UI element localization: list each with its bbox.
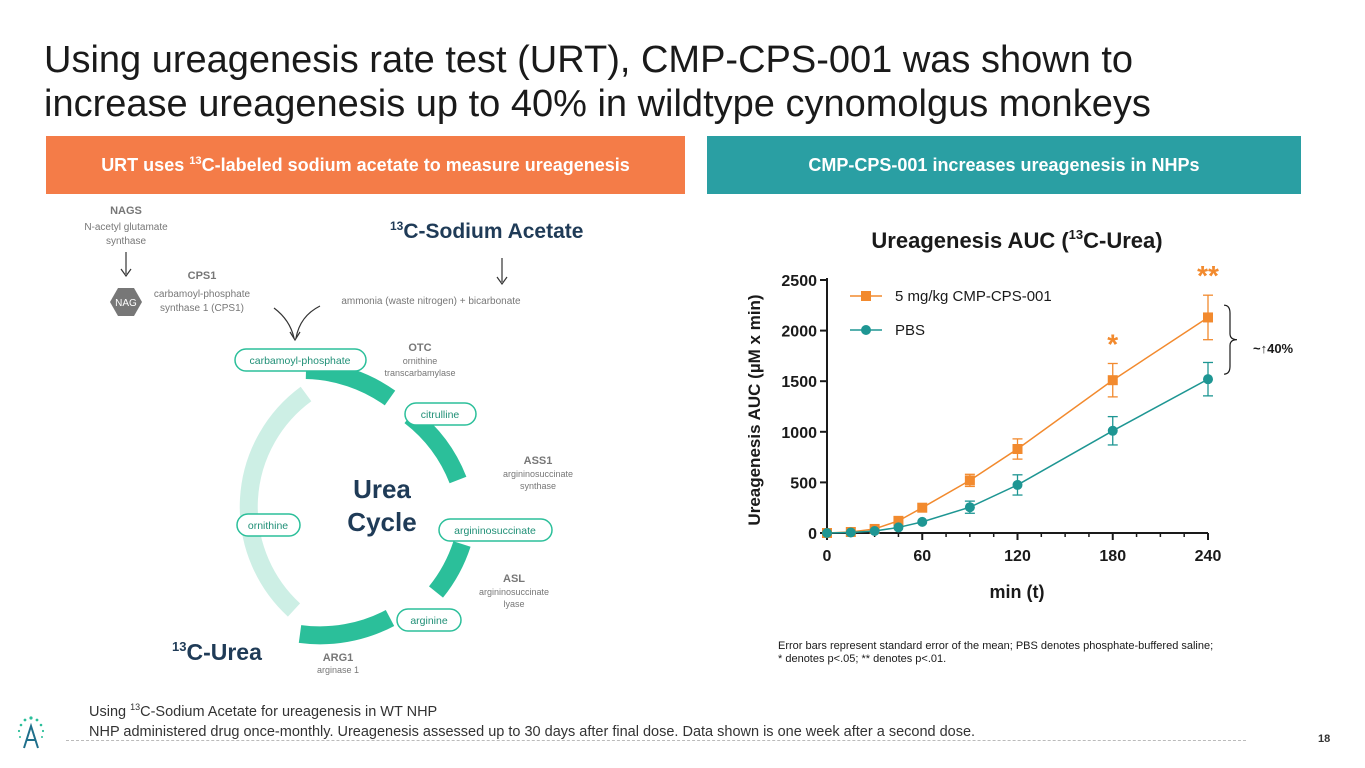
y-tick-label: 1000	[781, 425, 817, 442]
y-tick-label: 500	[790, 475, 817, 492]
asl-title: ASL	[503, 573, 525, 585]
ass1-desc-1: argininosuccinate	[503, 469, 573, 479]
arg1-title: ARG1	[323, 652, 354, 664]
acetate-product: ammonia (waste nitrogen) + bicarbonate	[341, 296, 521, 307]
y-tick-label: 0	[808, 526, 817, 543]
node-ornithine: ornithine	[236, 513, 301, 537]
data-point-square	[1107, 375, 1118, 386]
y-tick-label: 2000	[781, 324, 817, 341]
x-tick-label: 0	[823, 548, 832, 565]
x-tick-label: 60	[913, 548, 931, 565]
otc-desc-1: ornithine	[403, 356, 438, 366]
left-banner-text: URT uses 13C-labeled sodium acetate to m…	[101, 154, 630, 175]
svg-text:ornithine: ornithine	[248, 520, 288, 532]
svg-text:arginine: arginine	[410, 615, 448, 627]
data-point-circle	[1012, 479, 1023, 490]
data-point-circle	[964, 502, 975, 513]
data-point-circle	[822, 528, 832, 538]
chart-title: Ureagenesis AUC (13C-Urea)	[871, 227, 1162, 253]
x-tick-label: 180	[1099, 548, 1126, 565]
page-number: 18	[1318, 733, 1331, 745]
legend-marker-circle	[861, 325, 871, 335]
data-point-square	[917, 502, 928, 513]
node-citrulline: citrulline	[404, 402, 477, 426]
significance-marker: **	[1197, 260, 1219, 291]
bottom-note-1: Using 13C-Sodium Acetate for ureagenesis…	[89, 702, 438, 720]
y-axis-label: Ureagenesis AUC (µM x min)	[745, 294, 764, 525]
data-point-circle	[1107, 425, 1118, 436]
urea-cycle-diagram: NAGS N-acetyl glutamate synthase NAG CPS…	[60, 198, 640, 688]
node-arginine: arginine	[396, 608, 462, 632]
footnote-line-1: Error bars represent standard error of t…	[778, 640, 1214, 652]
significance-marker: *	[1107, 328, 1118, 359]
nag-label: NAG	[115, 298, 137, 309]
data-point-circle	[869, 525, 880, 536]
bottom-note-2: NHP administered drug once-monthly. Urea…	[89, 723, 976, 740]
data-point-square	[893, 515, 904, 526]
ureagenesis-auc-chart: Ureagenesis AUC (13C-Urea) Ureagenesis A…	[730, 210, 1310, 630]
legend-label: 5 mg/kg CMP-CPS-001	[895, 288, 1052, 305]
cycle-return-arc	[239, 386, 312, 617]
cycle-title-line-2: Cycle	[347, 507, 416, 537]
data-point-circle	[1203, 374, 1213, 385]
cps1-desc-2: synthase 1 (CPS1)	[160, 303, 244, 314]
y-tick-label: 1500	[781, 374, 817, 391]
series-line	[826, 316, 1209, 534]
svg-text:carbamoyl-phosphate: carbamoyl-phosphate	[250, 355, 351, 367]
arg1-desc-1: arginase 1	[317, 665, 359, 675]
right-section-banner: CMP-CPS-001 increases ureagenesis in NHP…	[707, 136, 1301, 194]
node-argininosuccinate: argininosuccinate	[438, 518, 553, 542]
cycle-title-line-1: Urea	[353, 474, 411, 504]
ass1-title: ASS1	[524, 455, 553, 467]
svg-text:argininosuccinate: argininosuccinate	[454, 525, 536, 537]
data-point-circle	[917, 516, 928, 527]
data-point-circle	[893, 522, 904, 533]
otc-desc-2: transcarbamylase	[384, 368, 455, 378]
x-tick-label: 240	[1195, 548, 1222, 565]
urea-product-label: 13C-Urea	[172, 639, 262, 665]
x-axis-label: min (t)	[990, 582, 1045, 602]
nags-title: NAGS	[110, 205, 142, 217]
x-tick-label: 120	[1004, 548, 1031, 565]
y-tick-label: 2500	[781, 273, 817, 290]
data-point-circle	[845, 527, 856, 538]
ass1-desc-2: synthase	[520, 481, 556, 491]
significance-bracket	[1223, 304, 1238, 375]
data-point-square	[964, 475, 975, 486]
asl-desc-1: argininosuccinate	[479, 587, 549, 597]
otc-title: OTC	[408, 342, 431, 354]
nag-hexagon-icon: NAG	[110, 288, 142, 316]
node-carbamoyl-phosphate: carbamoyl-phosphate	[234, 348, 367, 372]
cps1-title: CPS1	[188, 270, 217, 282]
title-line-2: increase ureagenesis up to 40% in wildty…	[44, 83, 1151, 125]
bottom-notes: Using 13C-Sodium Acetate for ureagenesis…	[89, 697, 1289, 742]
nags-desc-1: N-acetyl glutamate	[84, 222, 168, 233]
fold-change-label: ~↑40%	[1253, 341, 1294, 356]
legend-marker-square	[861, 291, 871, 301]
cycle-arc-3	[428, 541, 471, 598]
data-point-square	[1203, 312, 1213, 323]
right-banner-text: CMP-CPS-001 increases ureagenesis in NHP…	[808, 154, 1200, 175]
chart-footnote: Error bars represent standard error of t…	[778, 640, 1258, 666]
acetate-down-arrow-icon	[496, 258, 508, 286]
svg-text:citrulline: citrulline	[421, 409, 460, 421]
acetate-label: 13C-Sodium Acetate	[390, 219, 583, 243]
cycle-arc-1	[305, 361, 396, 406]
nags-desc-2: synthase	[106, 236, 146, 247]
cycle-arc-4	[298, 609, 395, 645]
footer-divider	[66, 740, 1246, 741]
nags-down-arrow-icon	[120, 252, 132, 278]
footnote-line-2: * denotes p<.05; ** denotes p<.01.	[778, 653, 947, 665]
cps1-curved-arrow-icon	[273, 305, 321, 342]
company-logo-icon	[14, 714, 48, 754]
title-line-1: Using ureagenesis rate test (URT), CMP-C…	[44, 39, 1134, 81]
data-point-square	[1012, 444, 1023, 455]
cps1-desc-1: carbamoyl-phosphate	[154, 289, 251, 300]
page-title: Using ureagenesis rate test (URT), CMP-C…	[44, 38, 1324, 126]
asl-desc-2: lyase	[503, 599, 524, 609]
left-section-banner: URT uses 13C-labeled sodium acetate to m…	[46, 136, 685, 194]
legend-label: PBS	[895, 322, 925, 339]
